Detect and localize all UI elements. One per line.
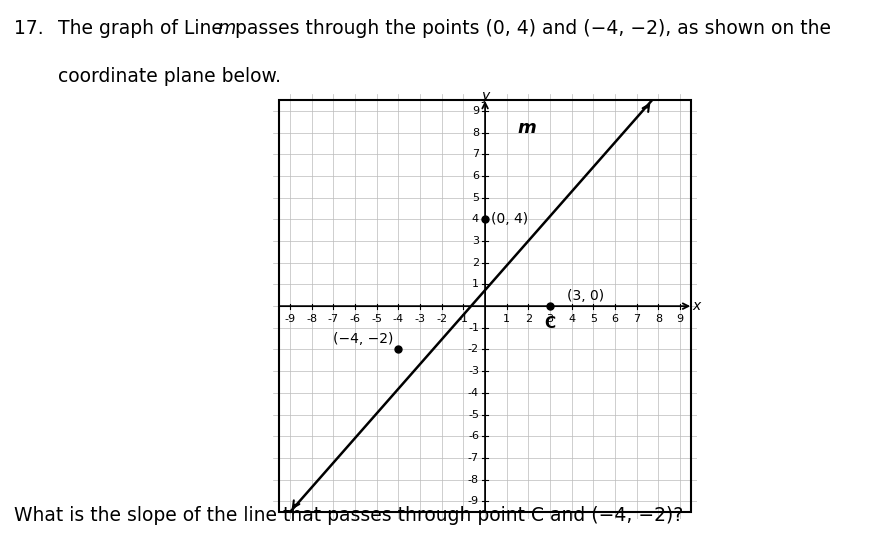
Text: What is the slope of the line that passes through point C and (−4, −2)?: What is the slope of the line that passe… (14, 506, 683, 524)
Text: (3, 0): (3, 0) (567, 289, 604, 303)
Text: (−4, −2): (−4, −2) (332, 332, 393, 346)
Text: m: m (217, 19, 236, 38)
Text: -9: -9 (284, 314, 296, 324)
Text: -6: -6 (468, 431, 479, 441)
Text: 5: 5 (590, 314, 597, 324)
Text: 4: 4 (472, 215, 479, 224)
Text: 4: 4 (568, 314, 575, 324)
Text: -2: -2 (468, 344, 479, 355)
Text: x: x (692, 299, 701, 313)
Text: 8: 8 (655, 314, 662, 324)
Text: -1: -1 (468, 323, 479, 333)
Text: 1: 1 (503, 314, 510, 324)
Text: 1: 1 (472, 280, 479, 289)
Text: 9: 9 (677, 314, 684, 324)
Text: y: y (481, 88, 489, 102)
Text: coordinate plane below.: coordinate plane below. (58, 67, 281, 86)
Text: passes through the points (0, 4) and (−4, −2), as shown on the: passes through the points (0, 4) and (−4… (229, 19, 830, 38)
Text: -3: -3 (415, 314, 425, 324)
Text: 2: 2 (472, 258, 479, 268)
Text: 6: 6 (472, 171, 479, 181)
Text: -7: -7 (468, 453, 479, 463)
Text: -4: -4 (392, 314, 404, 324)
Text: 3: 3 (472, 236, 479, 246)
Text: 5: 5 (472, 193, 479, 203)
Text: 7: 7 (472, 149, 479, 160)
Text: -1: -1 (458, 314, 469, 324)
Text: 17.: 17. (14, 19, 43, 38)
Text: -4: -4 (468, 388, 479, 398)
Text: -6: -6 (350, 314, 361, 324)
Text: -9: -9 (468, 496, 479, 506)
Text: -2: -2 (436, 314, 447, 324)
Text: -7: -7 (328, 314, 339, 324)
Text: -8: -8 (468, 474, 479, 485)
Text: m: m (517, 119, 536, 137)
Text: -5: -5 (468, 410, 479, 419)
Text: 7: 7 (633, 314, 641, 324)
Text: -3: -3 (468, 366, 479, 376)
Text: -8: -8 (307, 314, 317, 324)
Text: 3: 3 (547, 314, 554, 324)
Text: (0, 4): (0, 4) (491, 212, 528, 226)
Text: 6: 6 (611, 314, 618, 324)
Text: 9: 9 (472, 106, 479, 116)
Text: 8: 8 (472, 128, 479, 138)
Text: -5: -5 (371, 314, 382, 324)
Text: 2: 2 (525, 314, 532, 324)
Text: The graph of Line: The graph of Line (58, 19, 229, 38)
Text: C: C (545, 316, 556, 331)
